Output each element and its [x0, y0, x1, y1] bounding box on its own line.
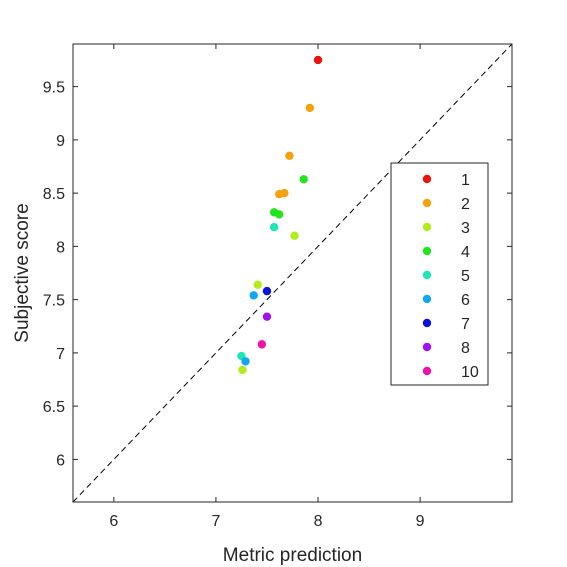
- legend-label-8: 8: [461, 340, 470, 357]
- x-tick-label: 6: [109, 513, 118, 530]
- data-point-series-1: [313, 55, 323, 65]
- y-tick-label: 9: [56, 133, 65, 150]
- data-point-series-7: [262, 286, 272, 296]
- plot-area-frame: [72, 43, 513, 503]
- axis-ticks: 6 7 8 9 6 6.5 7 7.5 8 8.5 9 9.5: [43, 44, 512, 530]
- legend-marker-10: [422, 366, 432, 376]
- identity-reference-line: [72, 43, 513, 503]
- x-tick-label: 7: [211, 513, 220, 530]
- data-point-series-4: [299, 175, 308, 184]
- legend-label-3: 3: [461, 220, 470, 237]
- legend-label-2: 2: [461, 196, 470, 213]
- data-point-series-6: [249, 291, 258, 300]
- legend: 1 2 3 4 5 6 7 8 10: [390, 162, 489, 386]
- data-point-series-3: [253, 280, 262, 289]
- legend-marker-7: [422, 318, 432, 328]
- data-point-series-2: [305, 103, 315, 113]
- data-point-series-2: [275, 189, 284, 199]
- y-tick-label: 7.5: [43, 293, 65, 310]
- legend-marker-5: [422, 270, 432, 280]
- data-point-series-2: [285, 151, 294, 161]
- legend-box: [390, 162, 489, 386]
- data-point-series-4: [275, 210, 284, 219]
- legend-label-7: 7: [461, 316, 470, 333]
- y-tick-label: 6.5: [43, 399, 65, 416]
- y-tick-label: 8: [56, 239, 65, 256]
- legend-label-10: 10: [461, 364, 479, 381]
- data-point-series-3: [290, 231, 299, 240]
- y-tick-label: 7: [56, 346, 65, 363]
- data-points: [237, 55, 323, 375]
- legend-marker-4: [422, 246, 432, 256]
- data-point-series-5: [269, 223, 279, 232]
- legend-label-1: 1: [461, 172, 470, 189]
- data-point-series-10: [257, 340, 267, 349]
- x-tick-label: 8: [314, 513, 323, 530]
- reference-line-layer: [72, 43, 513, 503]
- legend-marker-6: [422, 294, 432, 304]
- legend-label-6: 6: [461, 292, 470, 309]
- y-tick-label: 6: [56, 452, 65, 469]
- data-point-series-8: [262, 312, 272, 321]
- legend-marker-3: [422, 222, 432, 232]
- legend-label-5: 5: [461, 268, 470, 285]
- data-point-series-3: [238, 365, 247, 375]
- x-axis-label: Metric prediction: [223, 545, 362, 566]
- legend-label-4: 4: [461, 244, 470, 261]
- legend-marker-2: [422, 198, 432, 208]
- y-tick-label: 9.5: [43, 80, 65, 97]
- legend-marker-1: [422, 174, 432, 184]
- legend-marker-8: [422, 342, 432, 352]
- y-axis-label: Subjective score: [12, 203, 33, 342]
- x-tick-label: 9: [416, 513, 425, 530]
- data-point-series-6: [241, 357, 250, 366]
- y-tick-label: 8.5: [43, 186, 65, 203]
